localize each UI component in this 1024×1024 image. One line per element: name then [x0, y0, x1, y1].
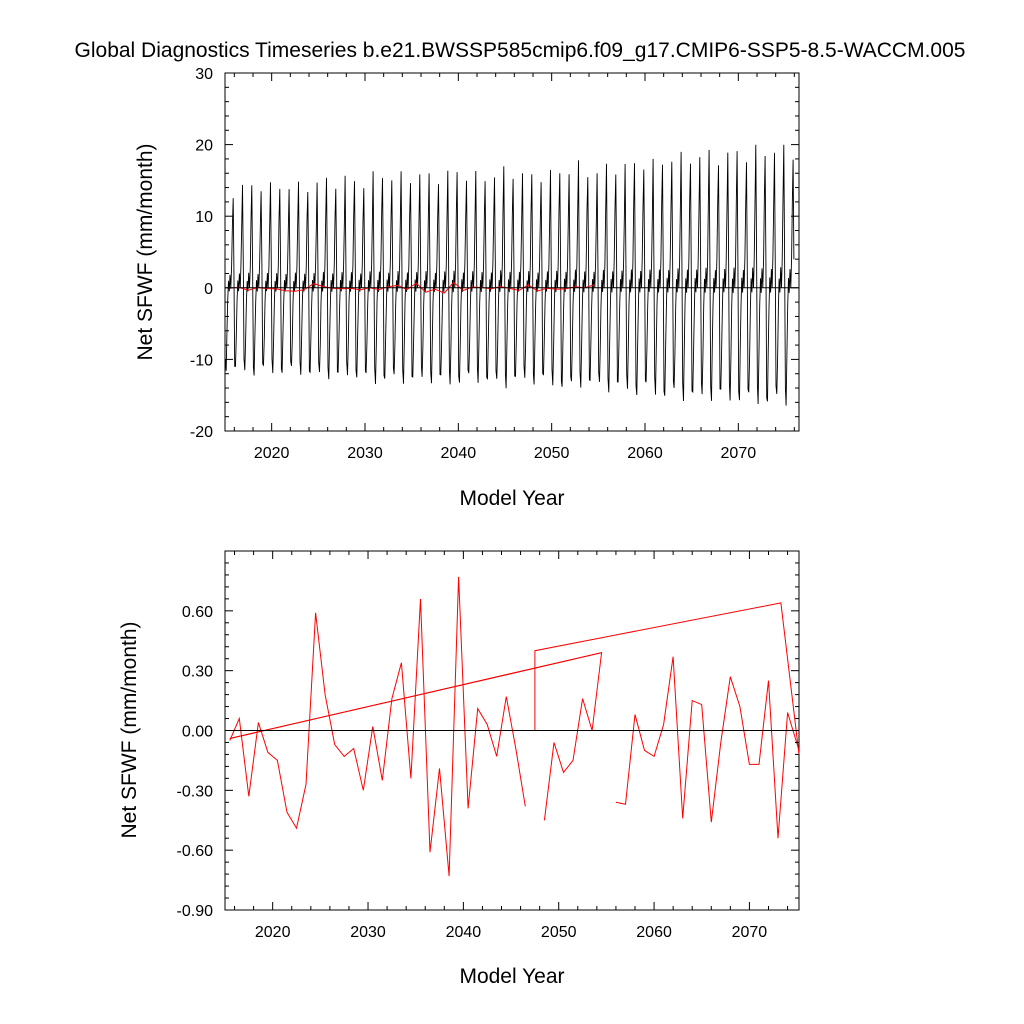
x-tick-label: 2050 — [541, 924, 577, 941]
figure-title: Global Diagnostics Timeseries b.e21.BWSS… — [75, 39, 966, 62]
series-run-segment-4 — [615, 656, 800, 839]
y-tick-label: 0.00 — [182, 724, 213, 741]
y-axis-label: Net SFWF (mm/month) — [118, 621, 141, 838]
x-tick-label: 2060 — [627, 445, 663, 462]
y-axis-label: Net SFWF (mm/month) — [134, 143, 157, 360]
x-tick-label: 2020 — [255, 924, 291, 941]
series-trend-line — [229, 652, 602, 739]
x-axis-label: Model Year — [459, 487, 564, 510]
y-tick-label: 0.60 — [182, 604, 213, 621]
x-tick-label: 2020 — [254, 445, 290, 462]
x-tick-label: 2030 — [347, 445, 383, 462]
y-tick-label: 20 — [195, 138, 213, 155]
y-tick-label: 30 — [195, 66, 213, 83]
annual-panel-data — [229, 576, 800, 877]
x-tick-label: 2030 — [350, 924, 386, 941]
annual-panel: 2020 2030 2040 2050 2060 2070 -0.90 -0.60 -0.30 0… — [118, 550, 800, 988]
annual-panel-axes: 2020 2030 2040 2050 2060 2070 -0.90 -0.60 -0.30 0… — [177, 551, 799, 941]
x-tick-label: 2040 — [446, 924, 482, 941]
y-tick-label: -0.30 — [177, 783, 214, 800]
x-axis-label: Model Year — [459, 965, 564, 988]
plot-frame — [224, 72, 800, 432]
x-tick-label: 2070 — [721, 445, 757, 462]
x-tick-label: 2070 — [732, 924, 768, 941]
series-run-segment-3 — [534, 602, 800, 755]
y-tick-label: -0.60 — [177, 843, 214, 860]
y-tick-label: -0.90 — [177, 903, 214, 920]
y-tick-label: -10 — [190, 352, 213, 369]
y-tick-label: -20 — [190, 424, 213, 441]
x-tick-label: 2050 — [534, 445, 570, 462]
x-tick-label: 2060 — [636, 924, 672, 941]
monthly-panel-data — [224, 144, 795, 406]
y-tick-label: 10 — [195, 209, 213, 226]
series-run-segment-1 — [229, 576, 526, 877]
x-tick-label: 2040 — [441, 445, 477, 462]
series-monthly — [224, 144, 795, 406]
series-run-segment-2 — [229, 652, 603, 821]
y-tick-label: 0.30 — [182, 664, 213, 681]
y-tick-label: 0 — [204, 281, 213, 298]
